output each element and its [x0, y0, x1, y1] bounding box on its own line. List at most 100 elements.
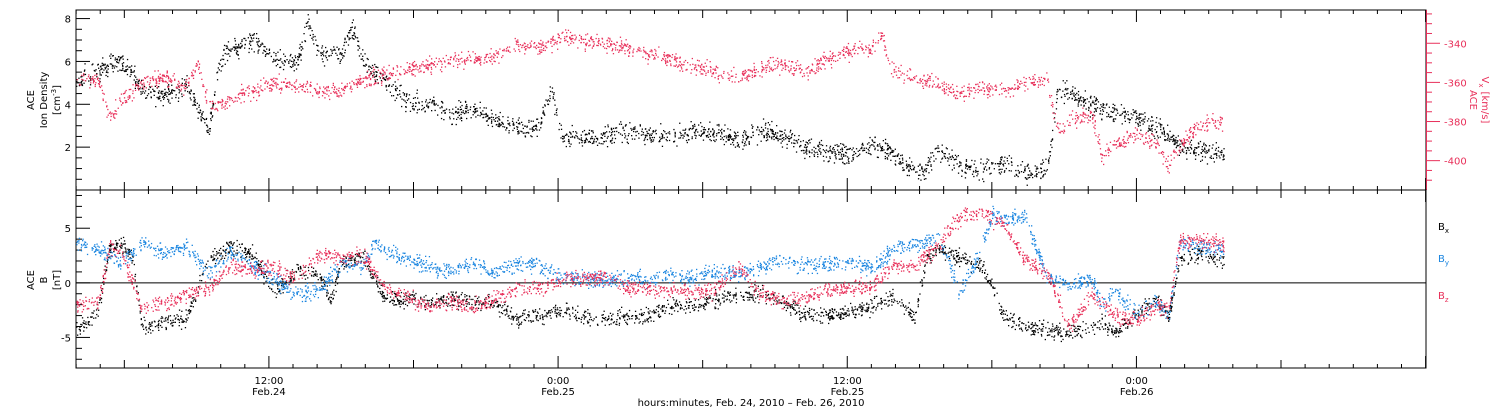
- density-point: [877, 145, 878, 146]
- velocity-point: [668, 54, 669, 55]
- density-point: [744, 130, 745, 131]
- velocity-point: [140, 82, 141, 83]
- density-point: [738, 144, 739, 145]
- density-point: [331, 55, 332, 56]
- density-point: [441, 107, 442, 108]
- velocity-point: [180, 85, 181, 86]
- velocity-point: [1063, 123, 1064, 124]
- velocity-point: [1184, 142, 1185, 143]
- velocity-point: [1010, 96, 1011, 97]
- velocity-point: [898, 70, 899, 71]
- velocity-point: [426, 68, 427, 69]
- velocity-point: [352, 81, 353, 82]
- density-point: [1223, 148, 1224, 149]
- density-point: [425, 101, 426, 102]
- density-point: [198, 118, 199, 119]
- density-point: [638, 138, 639, 139]
- velocity-point: [420, 70, 421, 71]
- density-point: [223, 59, 224, 60]
- density-point: [459, 115, 460, 116]
- velocity-point: [746, 71, 747, 72]
- velocity-point: [795, 62, 796, 63]
- density-point: [1167, 125, 1168, 126]
- density-point: [834, 162, 835, 163]
- velocity-point: [986, 86, 987, 87]
- density-point: [1148, 118, 1149, 119]
- density-point: [869, 137, 870, 138]
- velocity-point: [1169, 172, 1170, 173]
- density-point: [441, 118, 442, 119]
- velocity-point: [557, 41, 558, 42]
- density-point: [1104, 107, 1105, 108]
- density-point: [124, 70, 125, 71]
- density-point: [949, 153, 950, 154]
- velocity-point: [475, 56, 476, 57]
- density-point: [1174, 143, 1175, 144]
- density-point: [1085, 99, 1086, 100]
- velocity-point: [486, 55, 487, 56]
- density-point: [625, 125, 626, 126]
- velocity-point: [302, 85, 303, 86]
- velocity-point: [873, 40, 874, 41]
- density-point: [170, 92, 171, 93]
- density-point: [108, 66, 109, 67]
- bx-point: [1025, 328, 1026, 329]
- bx-point: [627, 319, 628, 320]
- density-point: [1116, 115, 1117, 116]
- velocity-point: [225, 109, 226, 110]
- density-point: [430, 99, 431, 100]
- density-point: [589, 141, 590, 142]
- velocity-point: [499, 48, 500, 49]
- velocity-point: [146, 77, 147, 78]
- velocity-point: [491, 48, 492, 49]
- density-point: [162, 93, 163, 94]
- velocity-point: [427, 64, 428, 65]
- velocity-point: [802, 76, 803, 77]
- density-point: [885, 156, 886, 157]
- velocity-point: [705, 73, 706, 74]
- velocity-point: [937, 85, 938, 86]
- velocity-point: [192, 73, 193, 74]
- density-point: [1020, 164, 1021, 165]
- density-point: [675, 132, 676, 133]
- density-point: [297, 56, 298, 57]
- density-point: [815, 148, 816, 149]
- velocity-point: [273, 78, 274, 79]
- density-point: [258, 45, 259, 46]
- density-point: [1191, 144, 1192, 145]
- velocity-point: [1179, 139, 1180, 140]
- density-point: [543, 113, 544, 114]
- density-point: [294, 64, 295, 65]
- velocity-point: [372, 77, 373, 78]
- density-point: [229, 50, 230, 51]
- velocity-point: [789, 61, 790, 62]
- density-point: [782, 138, 783, 139]
- velocity-point: [692, 58, 693, 59]
- density-point: [249, 48, 250, 49]
- density-point: [954, 167, 955, 168]
- velocity-point: [586, 45, 587, 46]
- density-point: [307, 21, 308, 22]
- density-point: [874, 149, 875, 150]
- density-point: [1156, 126, 1157, 127]
- velocity-point: [1076, 112, 1077, 113]
- velocity-point: [811, 70, 812, 71]
- velocity-point: [258, 92, 259, 93]
- density-point: [976, 175, 977, 176]
- density-point: [800, 145, 801, 146]
- velocity-point: [865, 46, 866, 47]
- density-point: [1027, 185, 1028, 186]
- velocity-point: [225, 103, 226, 104]
- density-point: [921, 167, 922, 168]
- density-point: [826, 150, 827, 151]
- density-point: [645, 137, 646, 138]
- density-point: [803, 140, 804, 141]
- density-point: [195, 99, 196, 100]
- velocity-point: [785, 69, 786, 70]
- density-point: [789, 141, 790, 142]
- density-point: [355, 26, 356, 27]
- density-point: [582, 131, 583, 132]
- velocity-point: [1181, 141, 1182, 142]
- density-point: [887, 153, 888, 154]
- density-point: [782, 146, 783, 147]
